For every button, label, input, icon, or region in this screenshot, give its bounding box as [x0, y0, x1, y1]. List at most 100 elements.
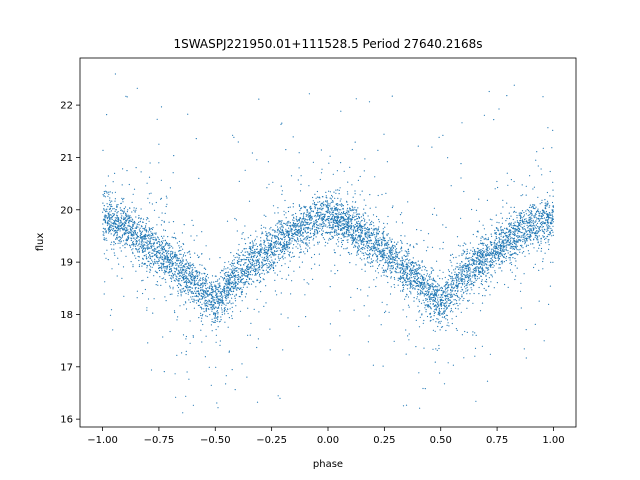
data-point	[481, 266, 483, 268]
data-point	[182, 266, 184, 268]
data-point	[178, 273, 180, 275]
data-point	[259, 244, 261, 246]
data-point	[119, 242, 121, 244]
data-point	[397, 284, 399, 286]
data-point	[132, 223, 134, 225]
data-point	[241, 269, 243, 271]
data-point	[377, 272, 379, 274]
data-point	[540, 242, 542, 244]
data-point	[544, 199, 546, 201]
data-point	[216, 310, 218, 312]
data-point	[425, 285, 427, 287]
data-point	[528, 231, 531, 233]
data-point	[276, 294, 278, 296]
data-point	[485, 253, 487, 255]
data-point	[174, 268, 176, 270]
data-point	[423, 347, 425, 349]
data-point	[149, 258, 151, 260]
data-point	[393, 241, 396, 243]
data-point	[515, 253, 517, 255]
data-point	[303, 212, 305, 214]
data-point	[116, 215, 118, 217]
data-point	[102, 211, 104, 213]
data-point	[116, 226, 118, 228]
data-point	[432, 277, 434, 279]
data-point	[106, 222, 108, 225]
data-point	[364, 158, 366, 160]
data-point	[110, 227, 112, 229]
data-point	[255, 265, 257, 267]
data-point	[214, 315, 216, 317]
data-point	[356, 252, 358, 254]
data-point	[143, 243, 145, 245]
data-point	[385, 243, 387, 245]
data-point	[362, 237, 364, 239]
data-point	[471, 280, 473, 282]
data-point	[494, 272, 496, 274]
data-point	[130, 237, 133, 239]
data-point	[493, 287, 495, 289]
data-point	[240, 268, 242, 270]
data-point	[447, 282, 449, 284]
data-point	[176, 276, 178, 278]
data-point	[193, 307, 195, 309]
data-point	[416, 264, 418, 266]
data-point	[541, 215, 544, 217]
data-point	[540, 218, 542, 220]
data-point	[234, 389, 236, 391]
data-point	[273, 253, 276, 255]
data-point	[312, 211, 314, 213]
data-point	[371, 246, 373, 248]
data-point	[189, 283, 192, 285]
data-point	[519, 251, 521, 253]
data-point	[446, 284, 448, 286]
data-point	[435, 348, 437, 350]
data-point	[505, 231, 507, 233]
data-point	[417, 285, 419, 287]
data-point	[376, 256, 378, 258]
data-point	[455, 307, 457, 309]
data-point	[163, 229, 165, 231]
data-point	[270, 261, 272, 263]
data-point	[407, 278, 409, 280]
data-point	[390, 252, 392, 254]
data-point	[158, 260, 160, 262]
data-point	[386, 304, 388, 306]
data-point	[343, 220, 345, 222]
data-point	[329, 203, 331, 205]
data-point	[192, 292, 194, 294]
data-point	[345, 219, 347, 221]
data-point	[268, 271, 270, 273]
data-point	[504, 253, 506, 255]
data-point	[539, 225, 542, 228]
data-point	[186, 282, 188, 284]
data-point	[508, 233, 510, 236]
data-point	[208, 301, 210, 303]
data-point	[312, 196, 314, 199]
data-point	[133, 230, 135, 232]
data-point	[431, 297, 433, 299]
data-point	[148, 256, 150, 258]
data-point	[445, 318, 447, 320]
data-point	[172, 172, 174, 174]
data-point	[471, 276, 473, 278]
data-point	[207, 305, 209, 307]
data-point	[361, 268, 363, 270]
data-point	[165, 253, 168, 255]
data-point	[233, 255, 235, 257]
data-point	[214, 290, 216, 293]
data-point	[313, 203, 316, 205]
data-point	[152, 232, 154, 234]
data-point	[368, 236, 371, 238]
data-point	[335, 189, 337, 191]
data-point	[201, 315, 203, 317]
data-point	[537, 165, 539, 167]
data-point	[151, 227, 153, 230]
data-point	[517, 225, 519, 227]
data-point	[274, 244, 276, 246]
data-point	[444, 287, 446, 289]
data-point	[285, 228, 287, 230]
data-point	[426, 281, 428, 283]
data-point	[422, 281, 424, 283]
data-point	[466, 269, 468, 271]
